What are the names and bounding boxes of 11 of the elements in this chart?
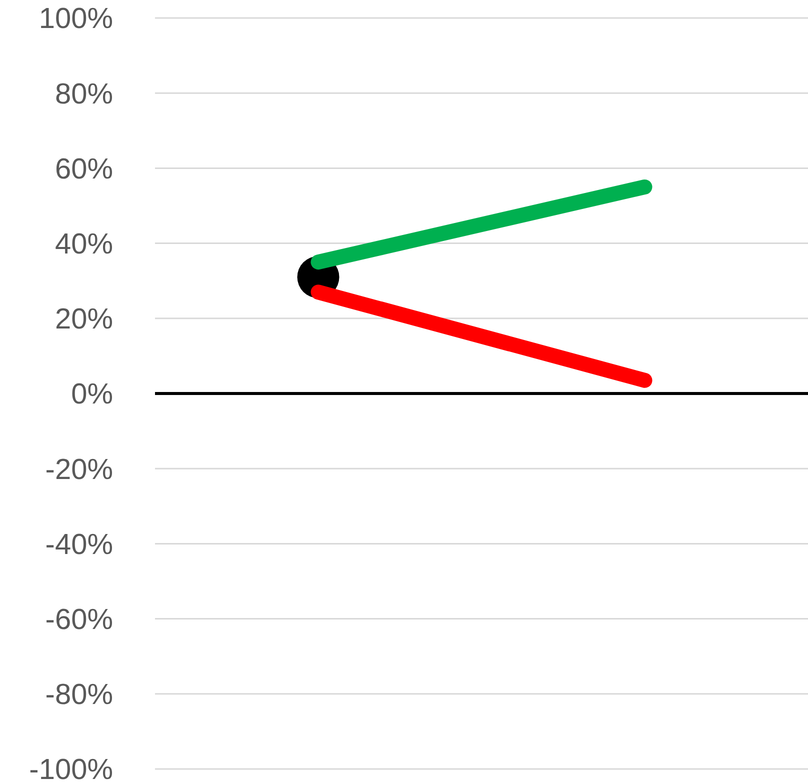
y-tick-label: -80% — [45, 679, 113, 712]
y-tick-label: -20% — [45, 454, 113, 486]
y-tick-label: 0% — [71, 378, 113, 411]
y-tick-label: 80% — [54, 78, 113, 110]
y-tick-label: 100% — [38, 3, 113, 36]
y-tick-label: -100% — [29, 754, 113, 782]
y-tick-label: -40% — [45, 528, 113, 561]
y-tick-label: 20% — [54, 304, 113, 336]
y-tick-label: 60% — [54, 153, 113, 186]
y-tick-label: 40% — [54, 228, 113, 260]
y-tick-label: -60% — [45, 604, 113, 636]
